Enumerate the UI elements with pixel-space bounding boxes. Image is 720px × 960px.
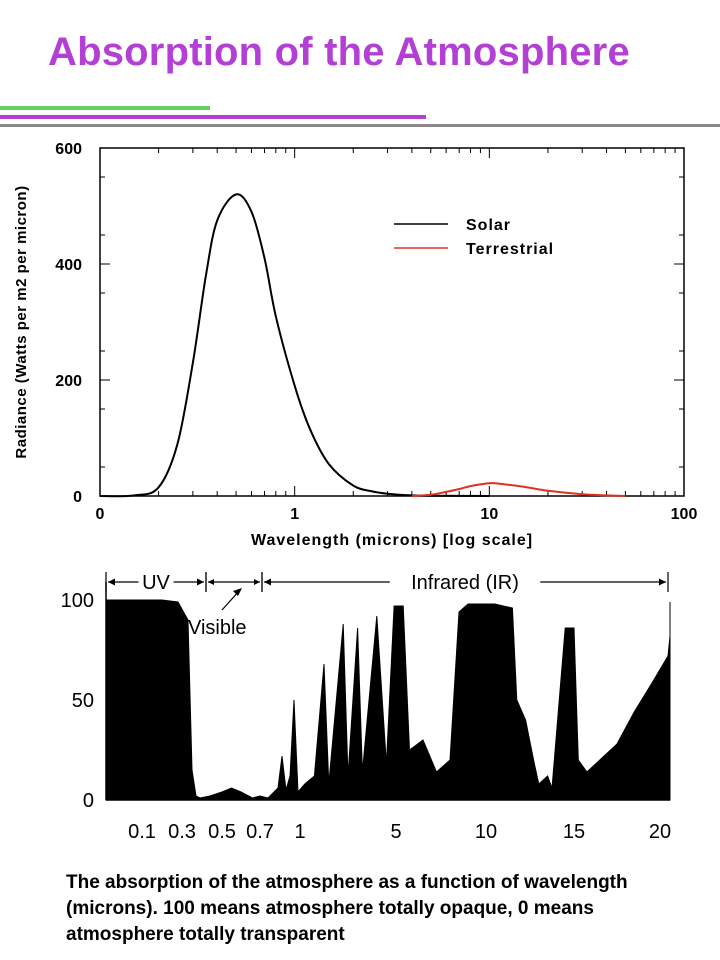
band-arrowhead (264, 578, 271, 586)
absorption-y-tick-label: 100 (61, 590, 94, 612)
slide-title: Absorption of the Atmosphere (48, 30, 630, 74)
figure-caption: The absorption of the atmosphere as a fu… (66, 872, 628, 945)
absorption-x-tick-label: 0.3 (168, 821, 196, 843)
radiance-y-tick-label: 400 (55, 257, 82, 274)
band-label: UV (142, 572, 170, 594)
radiance-y-tick-label: 600 (55, 141, 82, 158)
band-arrowhead (254, 579, 260, 585)
radiance-plot-frame (99, 147, 685, 497)
radiance-chart: 0 1 10 100 0 200 400 600 Wavelength (microns) … (13, 141, 697, 549)
legend-solar-label: Solar (466, 217, 511, 234)
radiance-x-tick-label: 10 (480, 506, 498, 523)
band-arrowhead (108, 578, 115, 586)
absorption-x-tick-label: 0.5 (208, 821, 236, 843)
visible-pointer-arrowhead (233, 588, 242, 596)
band-label: Infrared (IR) (411, 572, 519, 594)
band-arrowhead (197, 578, 204, 586)
absorption-x-tick-label: 5 (390, 821, 401, 843)
absorption-y-tick-labels: 0 50 100 (61, 590, 94, 812)
radiance-x-tick-label: 0 (96, 506, 105, 523)
absorption-x-tick-label: 15 (563, 821, 585, 843)
band-label: Visible (188, 617, 247, 639)
radiance-y-axis-label: Radiance (Watts per m2 per micron) (13, 185, 30, 458)
title-underline-purple (0, 115, 426, 119)
absorption-area (105, 599, 671, 801)
radiance-x-tick-label: 100 (671, 506, 698, 523)
radiance-y-tick-labels: 0 200 400 600 (55, 141, 82, 506)
radiance-y-tick-label: 200 (55, 373, 82, 390)
radiance-x-tick-label: 1 (290, 506, 299, 523)
legend-terrestrial-label: Terrestrial (466, 241, 554, 258)
title-underline-gray (0, 124, 720, 127)
band-arrowhead (659, 578, 666, 586)
title-underline-green (0, 106, 210, 110)
absorption-x-tick-label: 1 (294, 821, 305, 843)
radiance-x-tick-labels: 0 1 10 100 (96, 506, 698, 523)
absorption-x-tick-label: 20 (649, 821, 671, 843)
terrestrial-series-line (411, 482, 626, 497)
radiance-x-axis-label: Wavelength (microns) [log scale] (251, 532, 533, 549)
radiance-tick-marks (99, 147, 685, 497)
absorption-x-tick-label: 10 (475, 821, 497, 843)
band-arrowhead (208, 579, 214, 585)
solar-series-line (99, 193, 490, 498)
radiance-legend: Solar Terrestrial (394, 217, 554, 258)
absorption-x-tick-labels: 0.1 0.3 0.5 0.7 1 5 10 15 20 (128, 821, 671, 843)
absorption-y-tick-label: 0 (83, 790, 94, 812)
absorption-x-tick-label: 0.1 (128, 821, 156, 843)
absorption-x-tick-label: 0.7 (246, 821, 274, 843)
radiance-y-tick-label: 0 (73, 489, 82, 506)
spectral-band-markers: UV Visible Infrared (IR) (105, 572, 669, 639)
absorption-y-tick-label: 50 (72, 690, 94, 712)
